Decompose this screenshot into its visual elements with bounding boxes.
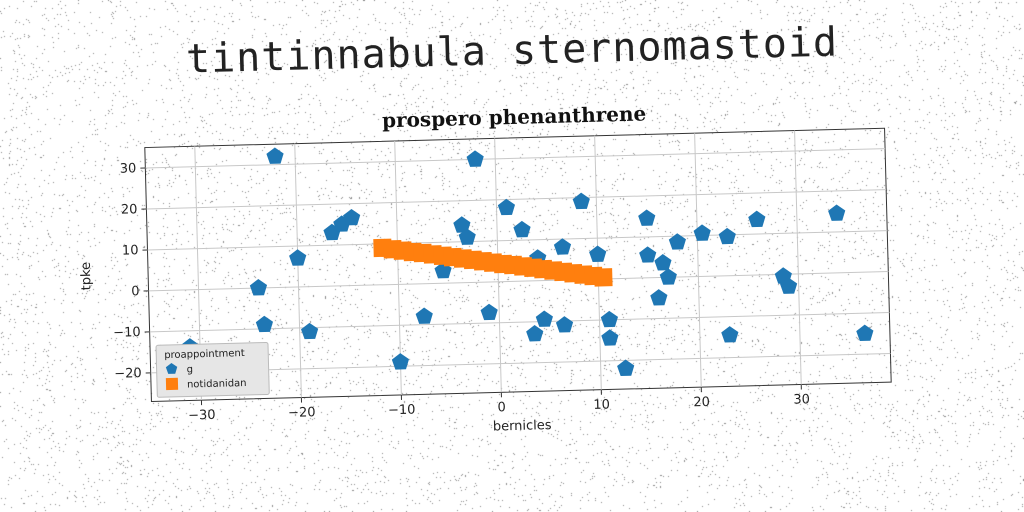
x-tick-label: −20 [288, 405, 316, 421]
y-grid-line [147, 230, 888, 251]
scatter-point-g [266, 147, 284, 164]
scatter-point-g [721, 326, 739, 343]
scatter-point-g [555, 316, 574, 333]
scatter-point-g [535, 310, 553, 327]
legend-marker [165, 377, 179, 391]
chart-title: prospero phenanthrene [382, 101, 647, 132]
x-grid-line [394, 141, 402, 395]
x-grid-line [694, 133, 702, 388]
scatter-point-g [659, 268, 677, 285]
legend-label: g [186, 364, 193, 375]
scatter-point-g [343, 208, 361, 226]
scatter-point-g [748, 210, 766, 228]
y-tick-label: −10 [113, 325, 141, 341]
x-tick-label: −30 [188, 408, 216, 424]
y-grid-line [145, 148, 886, 169]
y-tick-label: −20 [114, 366, 142, 382]
x-grid-line [594, 135, 602, 390]
scatter-point-g [617, 359, 635, 376]
scatter-point-g [650, 289, 668, 306]
legend-label: notidanidan [187, 378, 247, 391]
scatter-point-g [600, 310, 618, 328]
y-tick-label: 20 [121, 202, 138, 217]
y-axis-label: tpke [79, 262, 95, 291]
data-marks [181, 147, 874, 376]
scatter-point-g [572, 192, 590, 210]
legend: proappointment g notidanidan [155, 341, 270, 398]
x-axis-label: bernicles [493, 418, 552, 435]
y-tick-label: 30 [120, 161, 137, 176]
scatter-point-g [301, 322, 319, 340]
scatter-point-g [718, 227, 736, 245]
scatter-point-notidanidan [594, 268, 613, 287]
legend-title: proappointment [164, 348, 245, 361]
y-grid-line [148, 271, 889, 292]
scatter-point-g [601, 329, 619, 346]
y-axis-ticks: −20 −10 0 10 20 30 [113, 161, 151, 382]
x-tick-label: 10 [593, 397, 610, 412]
scatter-point-g [828, 204, 846, 221]
x-grid-line [294, 143, 302, 398]
scatter-point-g [391, 353, 410, 370]
scatter-point-g [513, 220, 531, 238]
y-grid-line [150, 352, 891, 374]
scatter-point-g [779, 277, 798, 294]
scatter-point-g [639, 246, 657, 263]
x-tick-label: 30 [793, 392, 810, 407]
scatter-point-g [638, 209, 656, 226]
x-tick-label: 0 [497, 400, 506, 415]
scatter-point-g [255, 315, 274, 333]
y-grid-line [149, 311, 890, 333]
scatter-point-g [856, 324, 874, 342]
scatter-point-g [458, 228, 476, 245]
scatter-point-g [526, 325, 544, 342]
scatter-point-g [553, 238, 572, 255]
scatter-point-g [415, 307, 433, 324]
scatter-point-g [497, 198, 516, 216]
x-tick-label: 20 [693, 395, 710, 410]
scatter-point-g [480, 303, 498, 321]
scatter-point-g [249, 279, 268, 296]
x-grid-line [794, 130, 802, 385]
y-grid-line [146, 189, 887, 210]
scatter-point-g [466, 150, 484, 167]
x-tick-label: −10 [388, 403, 416, 419]
scatter-point-g [668, 233, 686, 250]
scatter-point-g [589, 245, 607, 262]
y-tick-label: 10 [122, 243, 139, 258]
y-tick-label: 0 [131, 284, 140, 299]
scatter-point-g [453, 216, 471, 233]
x-axis-ticks: −30 −20 −10 0 10 20 30 [188, 384, 810, 424]
scatter-point-g [693, 224, 711, 241]
scatter-point-g [654, 254, 672, 271]
plot-area [144, 127, 892, 402]
legend-box [155, 341, 270, 398]
scatter-point-g [289, 249, 307, 266]
legend-marker [165, 362, 178, 374]
